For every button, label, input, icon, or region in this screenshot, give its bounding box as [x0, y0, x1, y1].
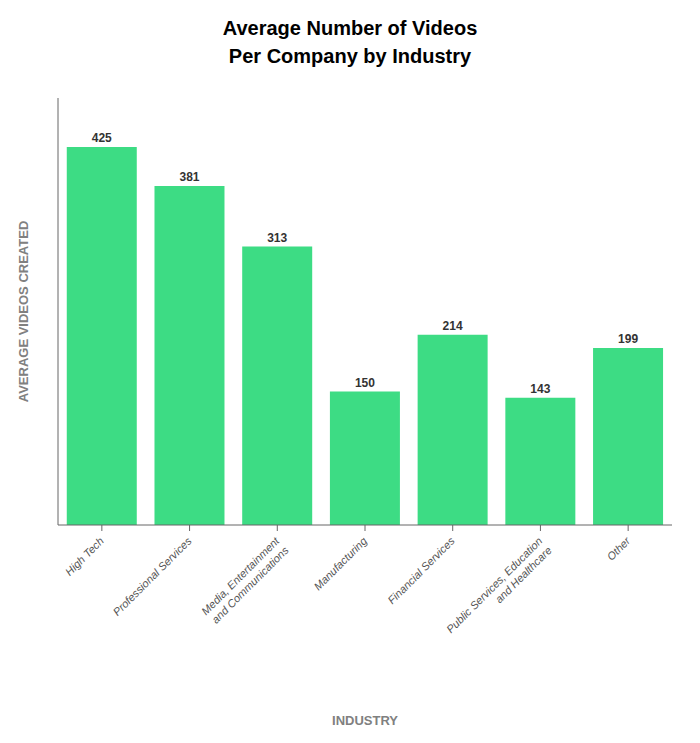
html-text:Average Number of Videos Per C: Average Number of Videos Per Company by … [222, 17, 478, 67]
svg-text:Media, Entertainmentand Commun: Media, Entertainmentand Communications [199, 534, 291, 626]
svg-text:INDUSTRY: INDUSTRY [332, 713, 398, 728]
svg-text:Other: Other [604, 534, 633, 563]
svg-text:AVERAGE VIDEOS CREATED: AVERAGE VIDEOS CREATED [16, 221, 31, 403]
svg-text:150: 150 [355, 376, 375, 390]
svg-text:381: 381 [179, 170, 199, 184]
svg-text:425: 425 [92, 131, 112, 145]
svg-text:Public Services, Educationand: Public Services, Educationand Healthcare [444, 535, 554, 645]
svg-text:Financial Services: Financial Services [385, 534, 457, 606]
svg-text:143: 143 [530, 382, 550, 396]
svg-text:High Tech: High Tech [63, 535, 106, 578]
svg-text:Professional Services: Professional Services [110, 534, 194, 618]
svg-text:313: 313 [267, 231, 287, 245]
svg-text:Manufacturing: Manufacturing [311, 534, 369, 592]
svg-text:199: 199 [618, 332, 638, 346]
svg-text:214: 214 [443, 319, 463, 333]
